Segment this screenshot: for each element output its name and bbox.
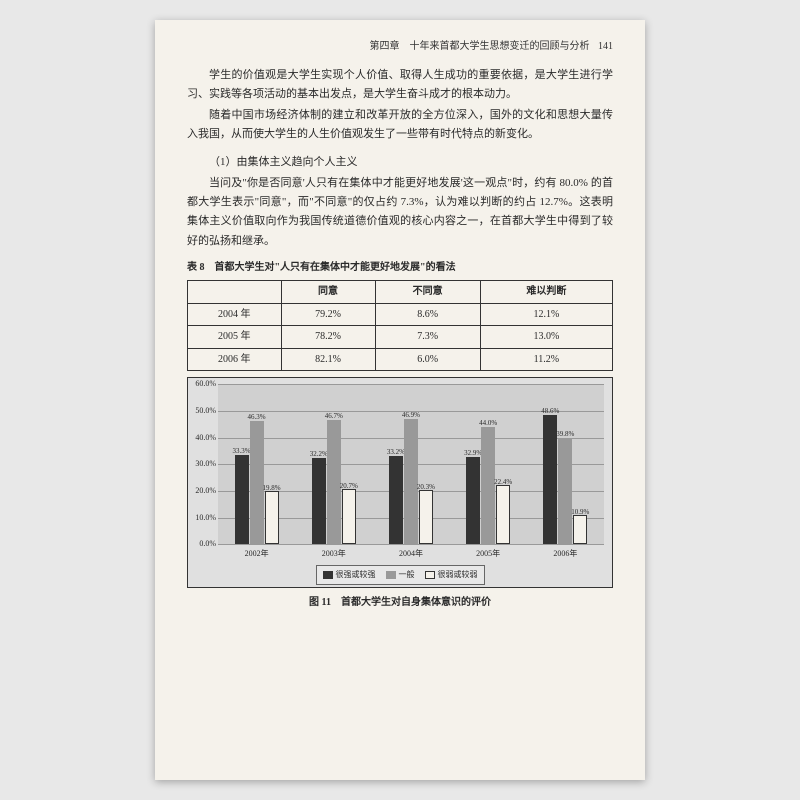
- cell: 11.2%: [480, 348, 612, 371]
- table-caption: 表 8 首都大学生对"人只有在集体中才能更好地发展"的看法: [187, 259, 613, 277]
- chart-bar: 22.4%: [496, 485, 510, 545]
- cell: 8.6%: [375, 303, 480, 326]
- chart-bar-value: 20.3%: [417, 481, 435, 493]
- data-table: 同意 不同意 难以判断 2004 年 79.2% 8.6% 12.1% 2005…: [187, 280, 613, 371]
- chart-y-label: 40.0%: [190, 431, 216, 445]
- cell: 13.0%: [480, 326, 612, 349]
- legend-swatch-icon: [323, 571, 333, 579]
- chart-bar: 20.7%: [342, 489, 356, 544]
- chart-bar: 39.8%: [558, 438, 572, 544]
- chart-bar: 46.9%: [404, 419, 418, 544]
- chart-bar: 46.3%: [250, 421, 264, 544]
- chart-bar: 44.0%: [481, 427, 495, 544]
- cell: 6.0%: [375, 348, 480, 371]
- chart-bar-value: 48.6%: [541, 405, 559, 417]
- cell: 79.2%: [281, 303, 375, 326]
- subheading: （1）由集体主义趋向个人主义: [187, 153, 613, 172]
- cell: 78.2%: [281, 326, 375, 349]
- table-header: 不同意: [375, 281, 480, 304]
- chart-bar-value: 20.7%: [340, 480, 358, 492]
- chart-bar-groups: 33.3%46.3%19.8%32.2%46.7%20.7%33.2%46.9%…: [218, 384, 604, 544]
- chart-x-label: 2004年: [381, 547, 441, 561]
- cell: 2004 年: [188, 303, 282, 326]
- chart-bar: 33.3%: [235, 455, 249, 544]
- chart-y-label: 0.0%: [190, 537, 216, 551]
- legend-item: 一般: [386, 568, 415, 582]
- legend-swatch-icon: [386, 571, 396, 579]
- chart-y-label: 20.0%: [190, 484, 216, 498]
- table-row: 2006 年 82.1% 6.0% 11.2%: [188, 348, 613, 371]
- legend-label: 很强或较强: [336, 570, 376, 579]
- page-number: 141: [598, 41, 613, 52]
- chart-bar-value: 10.9%: [571, 506, 589, 518]
- legend-swatch-icon: [425, 571, 435, 579]
- paragraph-3: 当问及"你是否同意'人只有在集体中才能更好地发展'这一观点"时，约有 80.0%…: [187, 174, 613, 251]
- table-header: 同意: [281, 281, 375, 304]
- cell: 12.1%: [480, 303, 612, 326]
- chart-bar-value: 46.9%: [402, 409, 420, 421]
- cell: 7.3%: [375, 326, 480, 349]
- cell: 82.1%: [281, 348, 375, 371]
- chart-bar-value: 44.0%: [479, 417, 497, 429]
- chart-bar: 32.9%: [466, 457, 480, 545]
- legend-item: 很弱或较弱: [425, 568, 478, 582]
- chapter-title: 第四章 十年来首都大学生思想变迁的回顾与分析: [370, 41, 590, 52]
- table-header-row: 同意 不同意 难以判断: [188, 281, 613, 304]
- page-header: 第四章 十年来首都大学生思想变迁的回顾与分析 141: [187, 38, 613, 56]
- chart-bar: 33.2%: [389, 456, 403, 545]
- paragraph-2: 随着中国市场经济体制的建立和改革开放的全方位深入，国外的文化和思想大量传入我国，…: [187, 106, 613, 145]
- chart-bar-group: 48.6%39.8%10.9%: [535, 415, 595, 545]
- chart-bar-value: 32.9%: [464, 447, 482, 459]
- chart-bar-value: 39.8%: [556, 428, 574, 440]
- chart-bar: 10.9%: [573, 515, 587, 544]
- chart-x-label: 2005年: [458, 547, 518, 561]
- chart-bar: 20.3%: [419, 490, 433, 544]
- legend-item: 很强或较强: [323, 568, 376, 582]
- chart-y-label: 60.0%: [190, 377, 216, 391]
- chart-y-label: 10.0%: [190, 511, 216, 525]
- paragraph-1: 学生的价值观是大学生实现个人价值、取得人生成功的重要依据，是大学生进行学习、实践…: [187, 66, 613, 105]
- chart-legend: 很强或较强 一般 很弱或较弱: [316, 565, 485, 585]
- chart-bar: 48.6%: [543, 415, 557, 545]
- chart-bar: 46.7%: [327, 420, 341, 545]
- chart-bar-value: 22.4%: [494, 476, 512, 488]
- chart-bar-value: 33.3%: [233, 445, 251, 457]
- chart-bar-group: 32.9%44.0%22.4%: [458, 427, 518, 544]
- chart-y-label: 30.0%: [190, 457, 216, 471]
- chart-x-label: 2003年: [304, 547, 364, 561]
- chart-x-label: 2006年: [535, 547, 595, 561]
- chart-bar-value: 19.8%: [263, 482, 281, 494]
- chart-bar-value: 32.2%: [310, 448, 328, 460]
- chart-bar-group: 33.2%46.9%20.3%: [381, 419, 441, 544]
- document-page: 第四章 十年来首都大学生思想变迁的回顾与分析 141 学生的价值观是大学生实现个…: [155, 20, 645, 780]
- chart-bar: 32.2%: [312, 458, 326, 544]
- chart-container: 0.0%10.0%20.0%30.0%40.0%50.0%60.0%33.3%4…: [187, 377, 613, 588]
- chart-bar-group: 33.3%46.3%19.8%: [227, 421, 287, 544]
- figure-caption: 图 11 首都大学生对自身集体意识的评价: [187, 594, 613, 612]
- chart-x-label: 2002年: [227, 547, 287, 561]
- chart-gridline: [218, 544, 604, 545]
- chart-y-label: 50.0%: [190, 404, 216, 418]
- chart-bar-value: 46.3%: [248, 411, 266, 423]
- table-header: 难以判断: [480, 281, 612, 304]
- chart-bar-value: 46.7%: [325, 410, 343, 422]
- table-row: 2005 年 78.2% 7.3% 13.0%: [188, 326, 613, 349]
- chart-bar-value: 33.2%: [387, 446, 405, 458]
- cell: 2005 年: [188, 326, 282, 349]
- chart-x-axis: 2002年 2003年 2004年 2005年 2006年: [218, 547, 604, 561]
- chart-bar-group: 32.2%46.7%20.7%: [304, 420, 364, 545]
- chart-bar: 19.8%: [265, 491, 279, 544]
- legend-label: 很弱或较弱: [438, 570, 478, 579]
- table-row: 2004 年 79.2% 8.6% 12.1%: [188, 303, 613, 326]
- legend-label: 一般: [399, 570, 415, 579]
- bar-chart: 0.0%10.0%20.0%30.0%40.0%50.0%60.0%33.3%4…: [218, 384, 604, 545]
- table-header: [188, 281, 282, 304]
- cell: 2006 年: [188, 348, 282, 371]
